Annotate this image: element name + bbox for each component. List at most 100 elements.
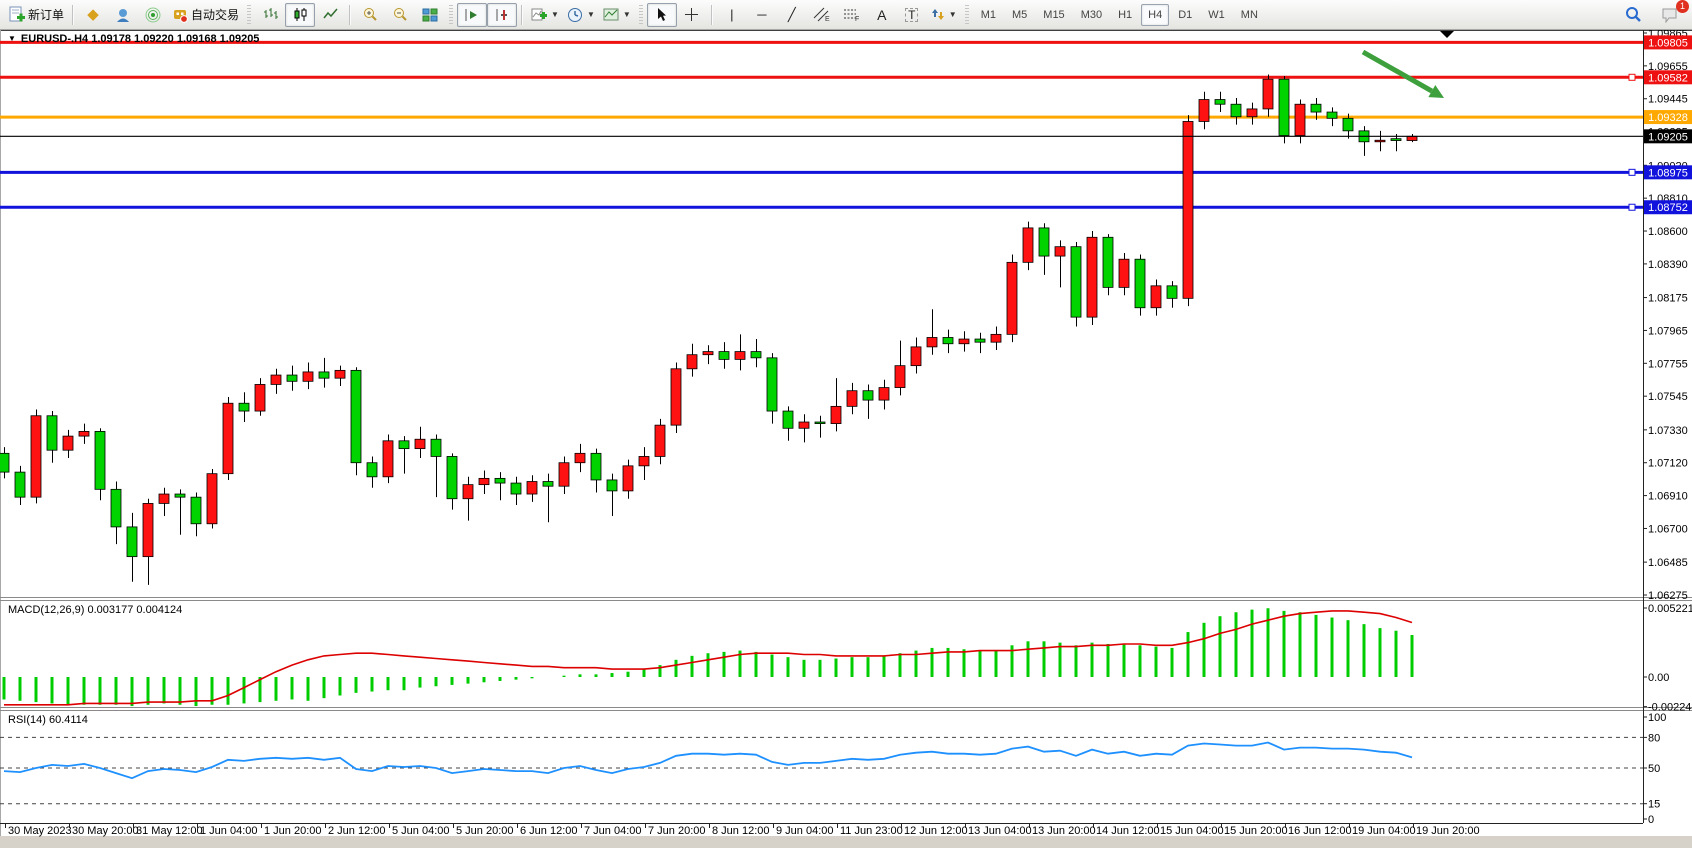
- zoom-in-icon: [364, 7, 377, 21]
- svg-text:16 Jun 12:00: 16 Jun 12:00: [1288, 825, 1352, 837]
- trend-arrow-head: [1428, 84, 1444, 98]
- toolbar-drag-handle[interactable]: [247, 4, 252, 25]
- notifications-button[interactable]: 1: [1654, 0, 1689, 27]
- fibonacci-tool[interactable]: F: [837, 3, 867, 27]
- profiles-button[interactable]: ◆: [78, 3, 108, 27]
- svg-text:1.09445: 1.09445: [1648, 94, 1688, 106]
- auto-trading-label: 自动交易: [191, 8, 240, 22]
- svg-text:15 Jun 04:00: 15 Jun 04:00: [1160, 825, 1224, 837]
- svg-text:0.00: 0.00: [1648, 672, 1669, 684]
- toolbar-right-group: 1: [1618, 0, 1689, 27]
- svg-text:1.09582: 1.09582: [1648, 72, 1688, 84]
- new-order-button[interactable]: 新订单: [4, 3, 68, 27]
- trendline-tool[interactable]: ╱: [777, 3, 807, 27]
- periods-button[interactable]: ▼: [563, 3, 599, 27]
- bar-chart-button[interactable]: [255, 3, 285, 27]
- auto-trading-button[interactable]: 自动交易: [168, 3, 243, 27]
- svg-text:30 May 20:00: 30 May 20:00: [72, 825, 139, 837]
- separator: [72, 4, 75, 25]
- symbol-dropdown-icon[interactable]: ▼: [8, 34, 16, 43]
- candlestick-chart-button[interactable]: [285, 2, 316, 27]
- svg-text:1.08390: 1.08390: [1648, 259, 1688, 271]
- channel-tool[interactable]: E: [807, 3, 837, 27]
- search-icon: [1625, 7, 1641, 22]
- timeframe-H4[interactable]: H4: [1141, 3, 1170, 26]
- timeframe-H1[interactable]: H1: [1118, 8, 1133, 21]
- svg-text:0: 0: [1648, 814, 1654, 826]
- zoom-in-button[interactable]: [355, 3, 385, 27]
- horizontal-line-icon: ─: [757, 7, 767, 22]
- svg-text:12 Jun 12:00: 12 Jun 12:00: [904, 825, 968, 837]
- crosshair-icon: [685, 8, 699, 21]
- svg-text:1.07120: 1.07120: [1648, 458, 1688, 470]
- vertical-line-icon: |: [730, 7, 734, 22]
- toolbar-drag-handle[interactable]: [449, 4, 454, 25]
- data-window-button[interactable]: [108, 3, 138, 27]
- svg-text:-0.002244: -0.002244: [1648, 702, 1692, 714]
- auto-scroll-button[interactable]: [457, 2, 488, 27]
- timeframe-D1[interactable]: D1: [1178, 8, 1193, 21]
- svg-text:1.08752: 1.08752: [1648, 202, 1688, 214]
- timeframe-MN[interactable]: MN: [1240, 8, 1258, 21]
- svg-text:1 Jun 04:00: 1 Jun 04:00: [200, 825, 258, 837]
- horizontal-line-tool[interactable]: ─: [747, 3, 777, 27]
- auto-scroll-icon: [465, 8, 478, 21]
- toolbar-drag-handle[interactable]: [638, 4, 643, 25]
- line-chart-button[interactable]: [315, 3, 345, 27]
- svg-text:1.08600: 1.08600: [1648, 226, 1688, 238]
- crosshair-button[interactable]: [677, 3, 707, 27]
- zoom-out-button[interactable]: [385, 3, 415, 27]
- timeframe-M5[interactable]: M5: [1012, 8, 1028, 21]
- toolbar-drag-handle[interactable]: [964, 4, 969, 25]
- cursor-button[interactable]: [646, 2, 677, 27]
- timeframe-M30[interactable]: M30: [1080, 8, 1103, 21]
- timeframe-M1[interactable]: M1: [980, 8, 996, 21]
- price-chart-canvas[interactable]: 1.098651.096551.094451.092351.090201.088…: [0, 30, 1692, 848]
- navigator-button[interactable]: [138, 3, 168, 27]
- templates-icon: [603, 8, 619, 21]
- rsi-label: RSI(14) 60.4114: [8, 714, 88, 726]
- new-order-label: 新订单: [28, 8, 65, 22]
- svg-text:19 Jun 04:00: 19 Jun 04:00: [1352, 825, 1416, 837]
- svg-text:8 Jun 12:00: 8 Jun 12:00: [712, 825, 770, 837]
- data-window-icon: [117, 8, 130, 22]
- arrows-tool[interactable]: ▼: [927, 3, 961, 27]
- timeframe-W1[interactable]: W1: [1208, 8, 1225, 21]
- svg-text:7 Jun 20:00: 7 Jun 20:00: [648, 825, 706, 837]
- arrows-icon: [931, 9, 944, 20]
- svg-text:1.08975: 1.08975: [1648, 167, 1688, 179]
- svg-text:14 Jun 12:00: 14 Jun 12:00: [1096, 825, 1160, 837]
- svg-text:5 Jun 04:00: 5 Jun 04:00: [392, 825, 450, 837]
- vertical-line-tool[interactable]: |: [717, 3, 747, 27]
- chart-title[interactable]: ▼ EURUSD-.H4 1.09178 1.09220 1.09168 1.09…: [8, 33, 259, 45]
- svg-text:100: 100: [1648, 712, 1666, 724]
- tile-windows-icon: [422, 8, 438, 21]
- svg-text:1.06275: 1.06275: [1648, 590, 1688, 602]
- svg-text:9 Jun 04:00: 9 Jun 04:00: [776, 825, 834, 837]
- bar-chart-icon: [263, 8, 278, 19]
- indicators-button[interactable]: ▼: [527, 3, 563, 27]
- svg-text:5 Jun 20:00: 5 Jun 20:00: [456, 825, 514, 837]
- text-tool[interactable]: A: [867, 3, 897, 27]
- templates-button[interactable]: ▼: [599, 3, 635, 27]
- chart-shift-icon: [496, 8, 508, 21]
- cursor-arrow-icon: [657, 7, 666, 21]
- svg-text:2 Jun 12:00: 2 Jun 12:00: [328, 825, 386, 837]
- search-button[interactable]: [1618, 3, 1648, 27]
- separator: [349, 4, 352, 25]
- chat-bubble-icon: [1662, 8, 1676, 23]
- svg-text:6 Jun 12:00: 6 Jun 12:00: [520, 825, 578, 837]
- trend-arrow-annotation[interactable]: [1361, 49, 1434, 94]
- timeframe-M15[interactable]: M15: [1043, 8, 1065, 21]
- svg-text:1.09655: 1.09655: [1648, 61, 1688, 73]
- text-label-tool[interactable]: T: [897, 3, 927, 27]
- chart-shift-button[interactable]: [487, 2, 518, 27]
- svg-text:1.07330: 1.07330: [1648, 425, 1688, 437]
- svg-text:E: E: [825, 16, 830, 22]
- svg-text:1.06700: 1.06700: [1648, 523, 1688, 535]
- separator: [710, 4, 713, 25]
- svg-text:13 Jun 20:00: 13 Jun 20:00: [1032, 825, 1096, 837]
- notification-badge: 1: [1676, 0, 1689, 13]
- svg-text:1 Jun 20:00: 1 Jun 20:00: [264, 825, 322, 837]
- tile-windows-button[interactable]: [415, 3, 445, 27]
